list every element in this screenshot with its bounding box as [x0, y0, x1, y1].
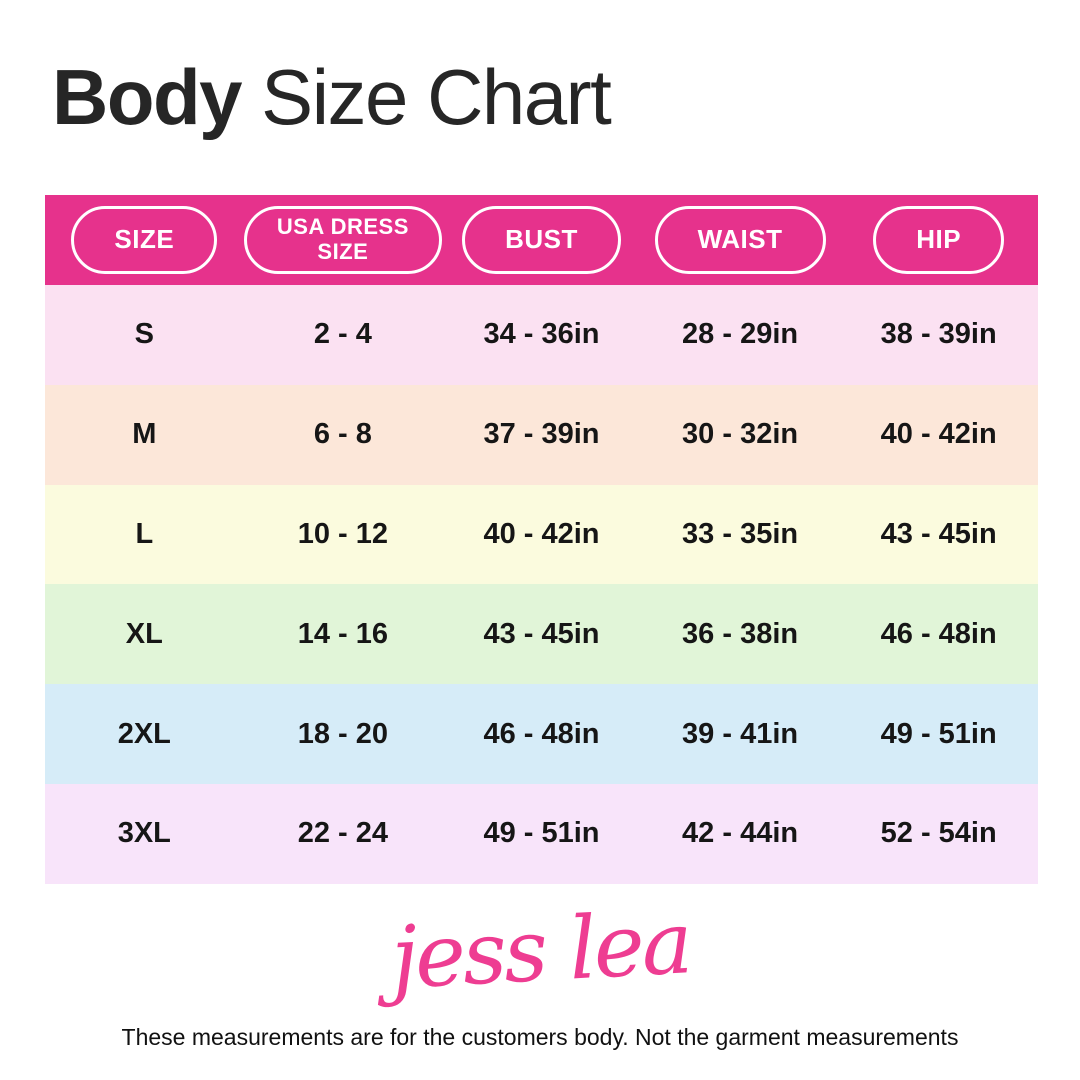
cell-waist: 33 - 35in	[682, 517, 799, 550]
jess-lea-logo-text: jess lea	[388, 893, 692, 1009]
header-pill-hip: HIP	[873, 206, 1005, 274]
cell-size: 2XL	[117, 717, 171, 750]
cell-bust: 37 - 39in	[483, 418, 600, 451]
cell-dress-size: 10 - 12	[297, 517, 389, 550]
header-pill-bust: BUST	[462, 206, 621, 274]
cell-waist: 28 - 29in	[682, 318, 799, 351]
cell-waist: 39 - 41in	[682, 717, 799, 750]
table-row-s: S 2 - 4 34 - 36in 28 - 29in 38 - 39in	[45, 285, 1038, 385]
cell-size: S	[134, 318, 154, 351]
header-col-size: SIZE	[45, 195, 244, 285]
brand-logo: jess lea	[0, 882, 1080, 1020]
cell-hip: 43 - 45in	[880, 517, 997, 550]
page-title-emphasis: Body	[52, 53, 243, 141]
footer-note: These measurements are for the customers…	[121, 1024, 959, 1050]
cell-dress-size: 6 - 8	[313, 418, 372, 451]
cell-dress-size: 14 - 16	[297, 617, 389, 650]
header-col-waist: WAIST	[641, 195, 840, 285]
cell-size: 3XL	[117, 817, 171, 850]
cell-hip: 49 - 51in	[880, 717, 997, 750]
cell-bust: 46 - 48in	[483, 717, 600, 750]
header-pill-usa-dress-size: USA DRESS SIZE	[243, 206, 442, 274]
page-title: Body Size Chart	[52, 58, 612, 136]
header-pill-size: SIZE	[71, 206, 218, 274]
cell-hip: 38 - 39in	[880, 318, 997, 351]
cell-dress-size: 22 - 24	[297, 817, 389, 850]
cell-dress-size: 18 - 20	[297, 717, 389, 750]
table-header-row: SIZE USA DRESS SIZE BUST WAIST HIP	[45, 195, 1038, 285]
cell-size: M	[132, 418, 157, 451]
header-col-usa-dress-size: USA DRESS SIZE	[243, 195, 443, 285]
cell-waist: 30 - 32in	[682, 418, 799, 451]
cell-hip: 46 - 48in	[880, 617, 997, 650]
header-col-hip: HIP	[839, 195, 1038, 285]
cell-bust: 34 - 36in	[483, 318, 600, 351]
size-table: SIZE USA DRESS SIZE BUST WAIST HIP S 2 -…	[45, 195, 1038, 884]
cell-dress-size: 2 - 4	[313, 318, 372, 351]
table-row-m: M 6 - 8 37 - 39in 30 - 32in 40 - 42in	[45, 384, 1038, 485]
table-row-3xl: 3XL 22 - 24 49 - 51in 42 - 44in 52 - 54i…	[45, 783, 1038, 884]
cell-hip: 52 - 54in	[880, 817, 997, 850]
cell-size: XL	[125, 617, 163, 650]
table-row-l: L 10 - 12 40 - 42in 33 - 35in 43 - 45in	[45, 484, 1038, 585]
table-row-2xl: 2XL 18 - 20 46 - 48in 39 - 41in 49 - 51i…	[45, 684, 1038, 784]
cell-waist: 42 - 44in	[682, 817, 799, 850]
table-row-xl: XL 14 - 16 43 - 45in 36 - 38in 46 - 48in	[45, 584, 1038, 685]
header-col-bust: BUST	[442, 195, 641, 285]
cell-bust: 43 - 45in	[483, 617, 600, 650]
cell-hip: 40 - 42in	[880, 418, 997, 451]
cell-bust: 40 - 42in	[483, 517, 600, 550]
header-pill-waist: WAIST	[654, 206, 826, 274]
cell-waist: 36 - 38in	[682, 617, 799, 650]
page-title-rest: Size Chart	[241, 53, 612, 141]
cell-bust: 49 - 51in	[483, 817, 600, 850]
cell-size: L	[135, 517, 154, 550]
